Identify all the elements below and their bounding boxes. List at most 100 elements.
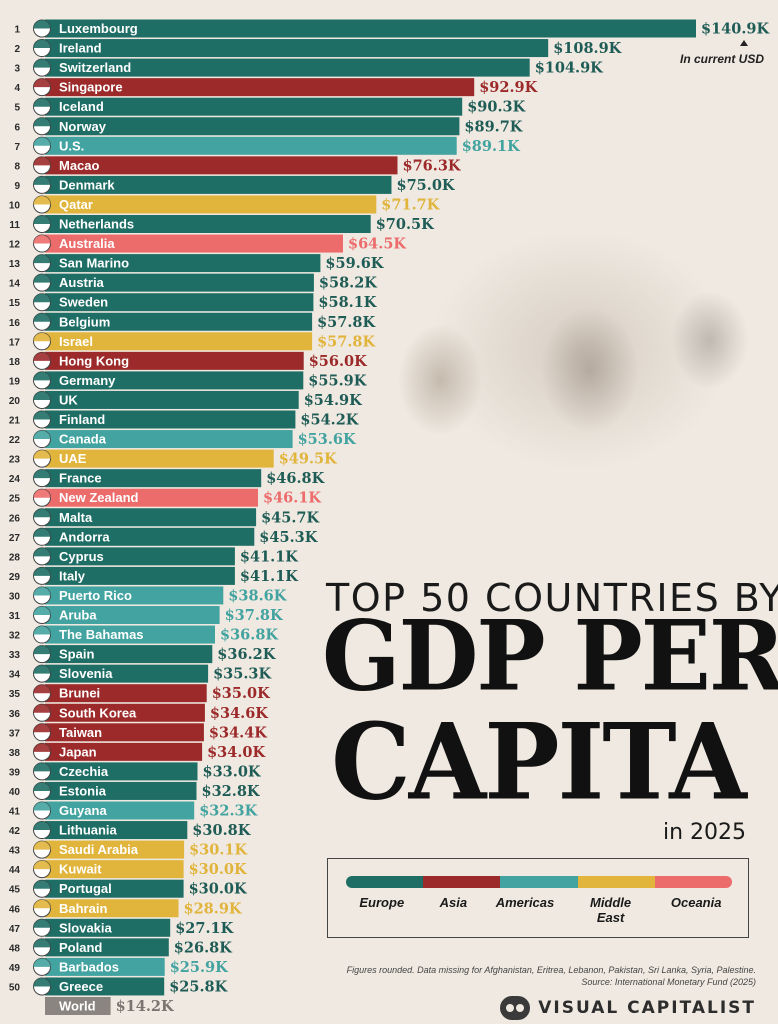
legend-swatch-asia: [423, 876, 501, 888]
value-label: $35.3K: [213, 666, 272, 683]
country-label: Kuwait: [59, 862, 102, 877]
bar: [45, 840, 185, 859]
value-label: $28.9K: [184, 900, 243, 917]
country-label: Sweden: [59, 295, 108, 310]
subtitle: in 2025: [662, 820, 746, 845]
value-label: $30.1K: [189, 842, 248, 859]
flag-icon-fill: [33, 469, 51, 479]
country-label: Iceland: [59, 99, 104, 114]
bar: [45, 899, 179, 918]
rank-number: 32: [9, 631, 21, 642]
flag-icon-fill: [33, 391, 51, 400]
country-label: Portugal: [59, 881, 112, 896]
bar: [45, 410, 296, 429]
flag-icon-fill: [33, 430, 51, 440]
country-label: Qatar: [59, 197, 93, 212]
bar: [45, 821, 188, 840]
value-label: $33.0K: [203, 763, 262, 780]
value-label: $14.2K: [116, 998, 175, 1015]
flag-icon-fill: [33, 919, 51, 928]
legend-swatch-europe: [346, 876, 424, 888]
value-label: $64.5K: [348, 236, 407, 253]
unit-note: In current USD: [679, 52, 764, 66]
value-label: $30.8K: [192, 822, 251, 839]
value-label: $92.9K: [479, 79, 538, 96]
bar: [45, 254, 321, 273]
bar: [45, 58, 530, 77]
flag-icon-fill: [33, 176, 51, 185]
rank-number: 28: [9, 552, 21, 563]
bar: [45, 645, 213, 664]
country-label: Estonia: [59, 783, 107, 798]
rank-number: 43: [9, 846, 21, 857]
country-label: New Zealand: [59, 490, 139, 505]
bar: [45, 39, 549, 58]
rank-number: 10: [9, 200, 21, 211]
country-label: Austria: [59, 275, 105, 290]
flag-icon-fill: [33, 235, 51, 244]
flag-icon-fill: [33, 860, 51, 870]
rank-number: 38: [9, 748, 21, 759]
bar: [45, 156, 398, 175]
country-label: Denmark: [59, 177, 115, 192]
flag-icon-fill: [33, 215, 51, 224]
flag-icon-fill: [33, 254, 51, 264]
value-label: $89.1K: [462, 138, 521, 155]
rank-number: 41: [9, 807, 21, 818]
rank-number: 22: [9, 435, 21, 446]
bar: [45, 19, 696, 38]
value-label: $32.3K: [199, 803, 258, 820]
title-line-2: GDP PER: [322, 599, 778, 713]
value-label: $46.8K: [266, 470, 325, 487]
value-label: $76.3K: [403, 157, 462, 174]
rank-number: 42: [9, 826, 21, 837]
country-label: Andorra: [59, 529, 110, 544]
rank-number: 48: [9, 943, 21, 954]
rank-number: 7: [14, 142, 20, 153]
legend-color-bar: [346, 876, 732, 888]
country-label: Canada: [59, 432, 107, 447]
rank-number: 21: [9, 416, 21, 427]
country-label: Bahrain: [59, 901, 107, 916]
flag-icon-fill: [33, 528, 51, 537]
bar: [45, 332, 313, 351]
country-label: South Korea: [59, 705, 137, 720]
rank-number: 23: [9, 455, 21, 466]
legend-swatch-oceania: [654, 876, 732, 888]
rank-number: 15: [9, 298, 21, 309]
rank-number: 45: [9, 885, 21, 896]
value-label: $36.8K: [220, 627, 279, 644]
flag-icon-fill: [33, 156, 51, 166]
legend-label-middle-east: Middle East: [589, 895, 632, 925]
value-label: $30.0K: [189, 881, 248, 898]
country-label: Norway: [59, 119, 107, 134]
country-label: Guyana: [59, 803, 107, 818]
rank-number: 6: [14, 122, 20, 133]
flag-icon-fill: [33, 586, 51, 596]
flag-icon-fill: [33, 98, 51, 107]
bar: [45, 664, 209, 683]
value-label: $25.9K: [170, 959, 229, 976]
flag-icon-fill: [33, 821, 51, 831]
country-label: Luxembourg: [59, 21, 138, 36]
value-label: $54.9K: [304, 392, 363, 409]
legend-labels: Europe Asia Americas Middle East Oceania: [346, 895, 732, 925]
country-label: The Bahamas: [59, 627, 144, 642]
bar: [45, 371, 304, 390]
bar: [45, 195, 377, 214]
bar: [45, 508, 257, 527]
country-label: Poland: [59, 940, 102, 955]
bar: [45, 175, 392, 194]
rank-number: 39: [9, 767, 21, 778]
bar: [45, 997, 111, 1015]
rank-number: 9: [14, 181, 20, 192]
bar: [45, 879, 184, 898]
country-label: U.S.: [59, 138, 84, 153]
country-label: Aruba: [59, 608, 97, 623]
bar: [45, 312, 313, 331]
value-label: $41.1K: [240, 568, 299, 585]
bar: [45, 234, 343, 253]
bar: [45, 938, 169, 957]
value-label: $45.7K: [261, 509, 320, 526]
